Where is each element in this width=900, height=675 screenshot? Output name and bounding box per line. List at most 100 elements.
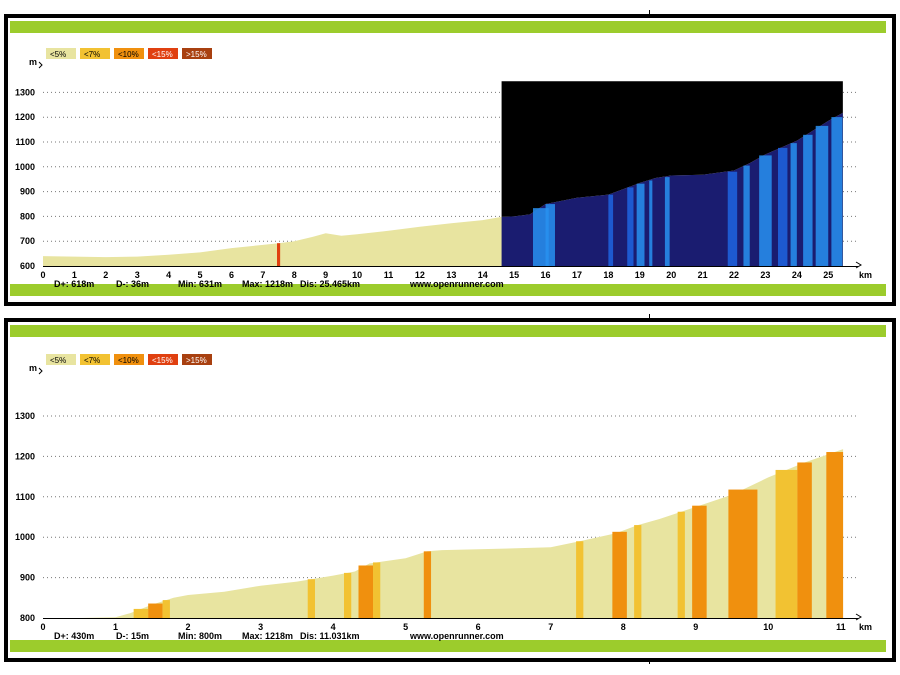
x-tick-label-6: 6	[229, 270, 234, 280]
y-tick-label-1300: 1300	[15, 411, 35, 421]
legend-label-2: <10%	[118, 356, 139, 365]
gradient-segment-2	[162, 600, 170, 618]
x-tick-label-0: 0	[40, 270, 45, 280]
x-tick-label-21: 21	[698, 270, 708, 280]
highlight-area	[501, 112, 843, 266]
x-tick-label-16: 16	[541, 270, 551, 280]
x-tick-label-5: 5	[198, 270, 203, 280]
legend-swatch-2	[114, 48, 144, 59]
stat-d-minus: D-: 15m	[116, 631, 149, 641]
legend-swatch-0	[46, 48, 76, 59]
stat-d-plus: D+: 618m	[54, 279, 94, 289]
gradient-segment-5	[358, 565, 374, 618]
stat-url: www.openrunner.com	[409, 279, 504, 289]
y-axis-arrow	[38, 61, 43, 69]
gradient-segment-3	[307, 579, 315, 618]
bottom-band	[10, 640, 886, 652]
x-axis-unit-label: km	[859, 270, 872, 280]
elevation-chart-2: <5% <7% <10% <15% >15%m800900100011001200130…	[10, 325, 886, 652]
elevation-profile-panel-2: <5% <7% <10% <15% >15% m 800 900 1000 1100 1200 130…	[4, 318, 896, 662]
y-axis-unit-label: m	[29, 363, 37, 373]
y-tick-label-1200: 1200	[15, 451, 35, 461]
legend-swatch-4	[182, 48, 212, 59]
gradient-segment-0	[277, 243, 281, 266]
x-tick-label-20: 20	[666, 270, 676, 280]
highlight-stripe-13	[815, 125, 829, 266]
x-tick-label-1: 1	[113, 622, 118, 632]
y-tick-label-1000: 1000	[15, 532, 35, 542]
highlight-stripe-5	[649, 180, 653, 266]
x-tick-label-9: 9	[323, 270, 328, 280]
gradient-segment-12	[692, 505, 707, 618]
x-axis-unit-label: km	[859, 622, 872, 632]
y-tick-label-600: 600	[20, 261, 35, 271]
y-axis-unit-label: m	[29, 57, 37, 67]
legend-label-3: <15%	[152, 50, 173, 59]
gradient-segment-11	[677, 511, 685, 618]
elevation-profile-panel-1: <5% <7% <10% <15% >15% m 600 700 800 900 1000 1100 1…	[4, 14, 896, 306]
x-tick-label-1: 1	[72, 270, 77, 280]
bottom-band	[10, 284, 886, 296]
x-tick-label-6: 6	[476, 622, 481, 632]
stat-min: Min: 800m	[178, 631, 222, 641]
x-tick-label-23: 23	[760, 270, 770, 280]
x-tick-label-5: 5	[403, 622, 408, 632]
x-axis-arrow	[855, 261, 862, 269]
legend-swatch-4	[182, 354, 212, 365]
x-tick-label-11: 11	[836, 622, 846, 632]
gradient-segment-7	[423, 551, 432, 618]
legend-label-4: >15%	[186, 50, 207, 59]
stat-dis: Dis: 11.031km	[300, 631, 360, 641]
y-tick-label-900: 900	[20, 187, 35, 197]
highlight-stripe-6	[664, 177, 670, 266]
stat-dis: Dis: 25.465km	[300, 279, 360, 289]
gradient-segment-1	[148, 603, 163, 618]
stat-d-plus: D+: 430m	[54, 631, 94, 641]
y-tick-label-700: 700	[20, 236, 35, 246]
highlight-stripe-2	[608, 194, 614, 266]
x-tick-label-9: 9	[693, 622, 698, 632]
x-tick-label-4: 4	[166, 270, 171, 280]
y-tick-label-900: 900	[20, 573, 35, 583]
legend-swatch-0	[46, 354, 76, 365]
elevation-area	[43, 449, 844, 618]
highlight-stripe-14	[831, 117, 843, 266]
stat-url: www.openrunner.com	[409, 631, 504, 641]
highlight-stripe-3	[627, 187, 634, 266]
legend-label-1: <7%	[84, 356, 100, 365]
x-tick-label-13: 13	[446, 270, 456, 280]
y-tick-label-1100: 1100	[15, 137, 35, 147]
y-axis-arrow	[38, 367, 43, 375]
highlight-stripe-12	[803, 134, 813, 266]
gradient-segment-10	[634, 525, 642, 618]
highlight-stripe-9	[759, 155, 772, 266]
legend-label-0: <5%	[50, 356, 66, 365]
x-tick-label-25: 25	[823, 270, 833, 280]
legend-swatch-1	[80, 354, 110, 365]
elevation-chart-1: <5% <7% <10% <15% >15%m600700800900100011001…	[10, 21, 886, 296]
gradient-segment-6	[373, 562, 381, 618]
x-tick-label-19: 19	[635, 270, 645, 280]
x-tick-label-2: 2	[186, 622, 191, 632]
x-tick-label-3: 3	[258, 622, 263, 632]
gradient-segment-13	[728, 489, 758, 618]
x-tick-label-11: 11	[384, 270, 394, 280]
x-tick-label-24: 24	[792, 270, 802, 280]
x-tick-label-2: 2	[103, 270, 108, 280]
x-tick-label-4: 4	[331, 622, 336, 632]
y-tick-label-1200: 1200	[15, 112, 35, 122]
stat-max: Max: 1218m	[242, 631, 293, 641]
legend-label-0: <5%	[50, 50, 66, 59]
gradient-segment-14	[775, 469, 798, 618]
legend-label-2: <10%	[118, 50, 139, 59]
highlight-stripe-11	[790, 143, 797, 266]
stat-min: Min: 631m	[178, 279, 222, 289]
y-tick-label-1100: 1100	[15, 492, 35, 502]
legend-swatch-2	[114, 354, 144, 365]
gradient-segment-8	[576, 541, 584, 618]
stat-max: Max: 1218m	[242, 279, 293, 289]
x-tick-label-3: 3	[135, 270, 140, 280]
y-tick-label-800: 800	[20, 211, 35, 221]
highlight-stripe-7	[727, 171, 738, 266]
highlight-stripe-4	[636, 183, 645, 266]
